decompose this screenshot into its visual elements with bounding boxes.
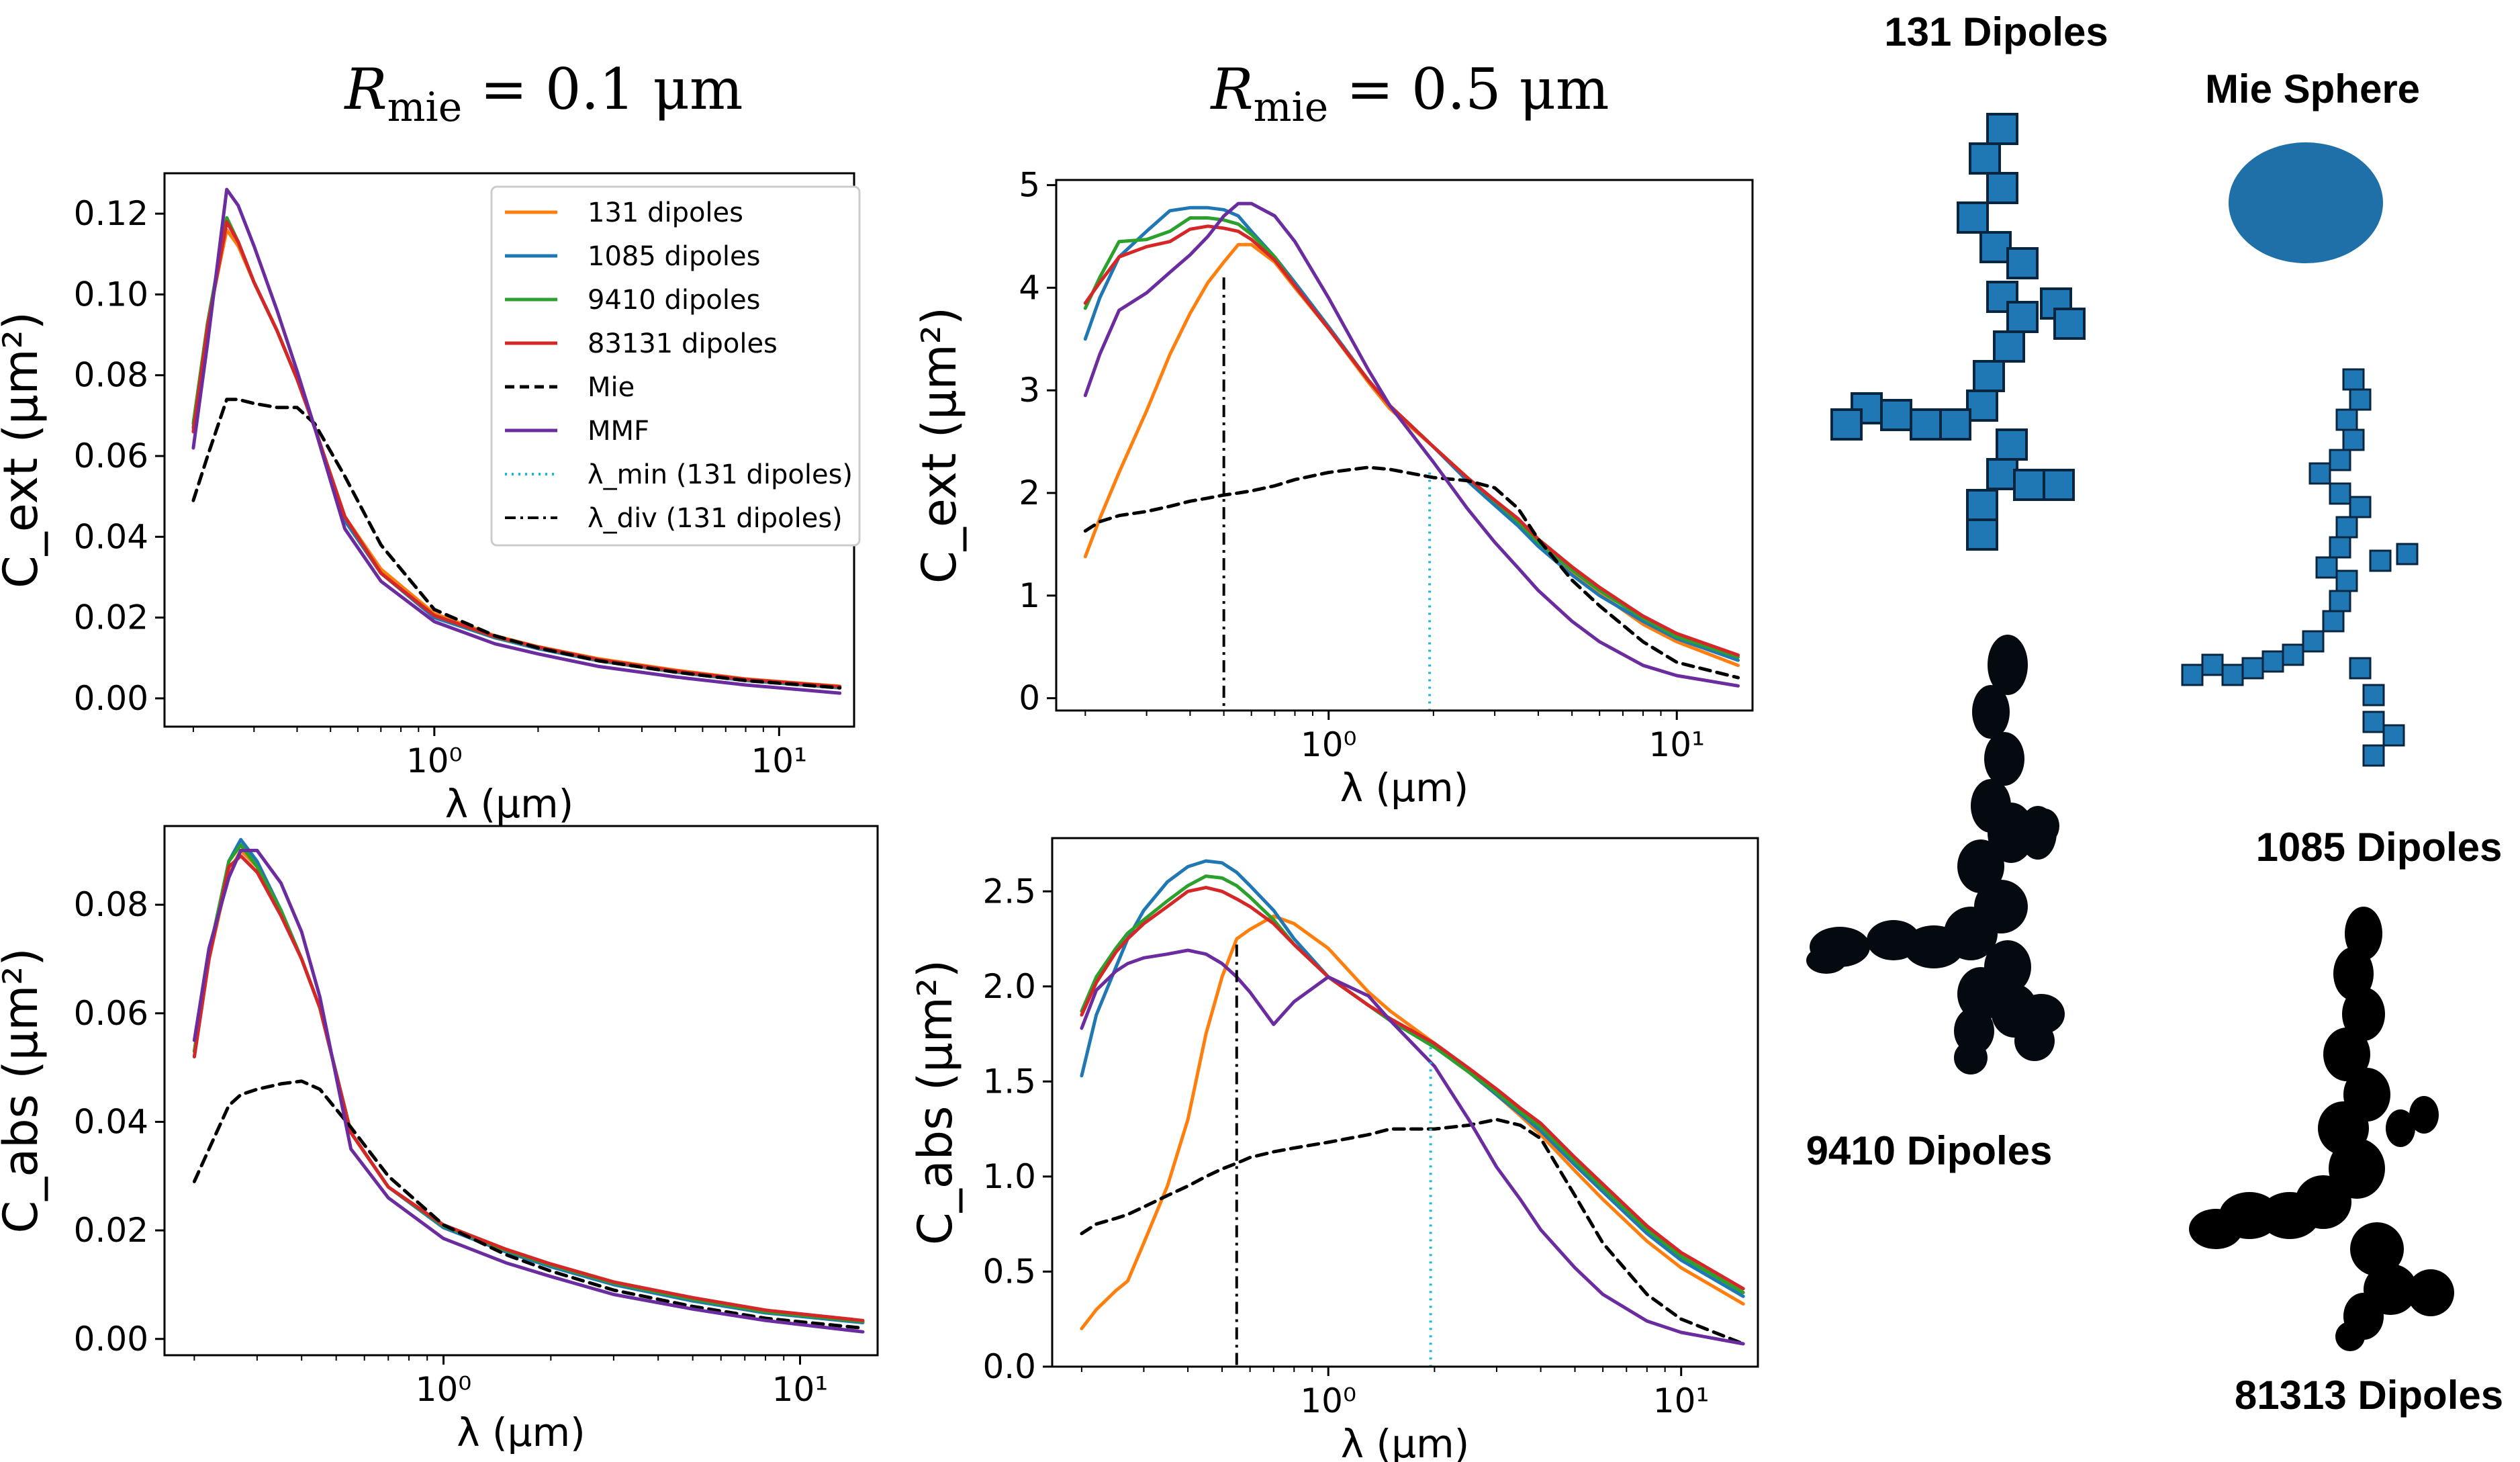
label-1085-dipoles: 1085 Dipoles <box>2256 825 2503 870</box>
y-tick-label: 1.5 <box>982 1062 1036 1101</box>
label-mie-sphere: Mie Sphere <box>2205 66 2420 111</box>
chart-abs-small: 0.00 0.02 0.04 0.06 0.08 10⁰ 10¹ λ (μm) C_abs (μ… <box>0 825 879 1455</box>
x-tick-label: 10¹ <box>751 741 807 780</box>
y-tick-label: 0.5 <box>982 1252 1036 1291</box>
series-line-mie <box>191 398 842 690</box>
series-line-mmf <box>1080 948 1745 1346</box>
series-line-83131-dipoles <box>1080 886 1745 1291</box>
y-tick-label: 2.5 <box>982 872 1036 911</box>
legend-label-1085: 1085 dipoles <box>588 241 760 272</box>
series-line-mie <box>1080 1117 1745 1346</box>
y-tick-label: 3 <box>1019 371 1040 410</box>
x-tick-label: 10⁰ <box>1300 1381 1356 1420</box>
series-line-9410-dipoles <box>1083 216 1740 659</box>
y-tick-label: 2 <box>1019 473 1040 512</box>
column-title-small: Rmie = 0.1 μm <box>343 56 743 131</box>
y-tick-label: 0.08 <box>74 356 148 395</box>
dipole-cluster-81313-icon <box>2189 907 2454 1351</box>
y-axis-label: C_ext (μm²) <box>912 307 967 584</box>
series-group <box>1083 201 1740 688</box>
label-131-dipoles: 131 Dipoles <box>1884 9 2108 54</box>
series-group <box>191 187 842 695</box>
x-axis-label: λ (μm) <box>457 1410 585 1455</box>
y-tick-label: 2.0 <box>982 967 1036 1006</box>
series-line-mie <box>1083 465 1740 680</box>
series-group <box>1080 859 1745 1346</box>
series-line-131-dipoles <box>1083 242 1740 668</box>
axes-frame <box>163 825 879 1357</box>
series-line-mie <box>192 1079 865 1330</box>
dipole-cluster-131-icon <box>1830 113 2086 551</box>
y-tick-label: 0.02 <box>74 1211 148 1250</box>
y-tick-label: 0.04 <box>74 1102 148 1141</box>
series-line-mmf <box>1083 201 1740 688</box>
axes-frame <box>1055 179 1754 712</box>
y-tick-label: 1 <box>1019 576 1040 615</box>
y-tick-label: 0.02 <box>74 598 148 637</box>
series-line-83131-dipoles <box>1083 224 1740 657</box>
legend-frame <box>490 185 861 547</box>
x-tick-label: 10⁰ <box>1301 725 1357 764</box>
y-tick-label: 5 <box>1019 166 1040 205</box>
legend-label-lambda-div: λ_div (131 dipoles) <box>588 503 843 534</box>
label-81313-dipoles: 81313 Dipoles <box>2235 1373 2503 1418</box>
y-axis-label: C_abs (μm²) <box>0 948 48 1233</box>
y-tick-label: 0.04 <box>74 517 148 556</box>
legend-label-mie: Mie <box>588 372 635 403</box>
x-tick-label: 10⁰ <box>416 1370 472 1409</box>
series-line-1085-dipoles <box>1080 859 1745 1298</box>
series-line-131-dipoles <box>192 848 865 1323</box>
legend: 131 dipoles 1085 dipoles 9410 dipoles 83… <box>490 185 861 547</box>
dipole-cluster-1085-icon <box>2181 368 2419 767</box>
chart-abs-large: 0.0 0.5 1.0 1.5 2.0 2.5 10⁰ 10¹ λ (μm) C_abs (μm²… <box>908 837 1759 1462</box>
series-line-131-dipoles <box>1080 914 1745 1330</box>
dipole-illustrations <box>1806 113 2454 1351</box>
series-group <box>192 837 865 1334</box>
y-tick-label: 0.12 <box>74 194 148 233</box>
legend-label-131: 131 dipoles <box>588 197 743 228</box>
legend-label-mmf: MMF <box>588 416 649 447</box>
series-line-83131-dipoles <box>192 854 865 1322</box>
x-axis-label: λ (μm) <box>1341 1421 1469 1462</box>
column-title-large: Rmie = 0.5 μm <box>1209 56 1609 131</box>
dipole-cluster-9410-icon <box>1806 635 2065 1075</box>
x-tick-label: 10¹ <box>1653 1381 1710 1420</box>
y-tick-label: 0.0 <box>982 1347 1036 1386</box>
y-tick-label: 4 <box>1019 268 1040 307</box>
y-tick-label: 0.08 <box>74 885 148 924</box>
chart-ext-small: 0.00 0.02 0.04 0.06 0.08 0.10 0.12 10⁰ 10¹ λ (μm)… <box>0 172 855 827</box>
series-line-mmf <box>191 187 842 695</box>
x-axis-label: λ (μm) <box>445 781 573 827</box>
legend-label-83131: 83131 dipoles <box>588 328 778 359</box>
x-axis-label: λ (μm) <box>1340 765 1468 811</box>
legend-label-lambda-min: λ_min (131 dipoles) <box>588 459 853 490</box>
x-tick-label: 10¹ <box>1648 725 1705 764</box>
y-tick-label: 1.0 <box>982 1157 1036 1196</box>
y-axis-label: C_abs (μm²) <box>908 960 963 1245</box>
x-tick-label: 10⁰ <box>406 741 463 780</box>
y-tick-label: 0.06 <box>74 994 148 1033</box>
series-line-mmf <box>192 848 865 1334</box>
x-tick-label: 10¹ <box>772 1370 829 1409</box>
y-tick-label: 0.10 <box>74 275 148 314</box>
legend-label-9410: 9410 dipoles <box>588 285 760 316</box>
y-tick-label: 0 <box>1019 679 1040 718</box>
chart-ext-large: 0 1 2 3 4 5 10⁰ 10¹ λ (μm) C_ext (μm²) <box>912 166 1754 811</box>
axes-frame <box>1051 837 1759 1368</box>
mie-sphere-icon <box>2229 142 2383 263</box>
y-tick-label: 0.00 <box>74 679 148 718</box>
y-tick-label: 0.06 <box>74 437 148 475</box>
label-9410-dipoles: 9410 Dipoles <box>1806 1128 2053 1173</box>
y-tick-label: 0.00 <box>74 1320 148 1359</box>
y-axis-label: C_ext (μm²) <box>0 312 48 588</box>
